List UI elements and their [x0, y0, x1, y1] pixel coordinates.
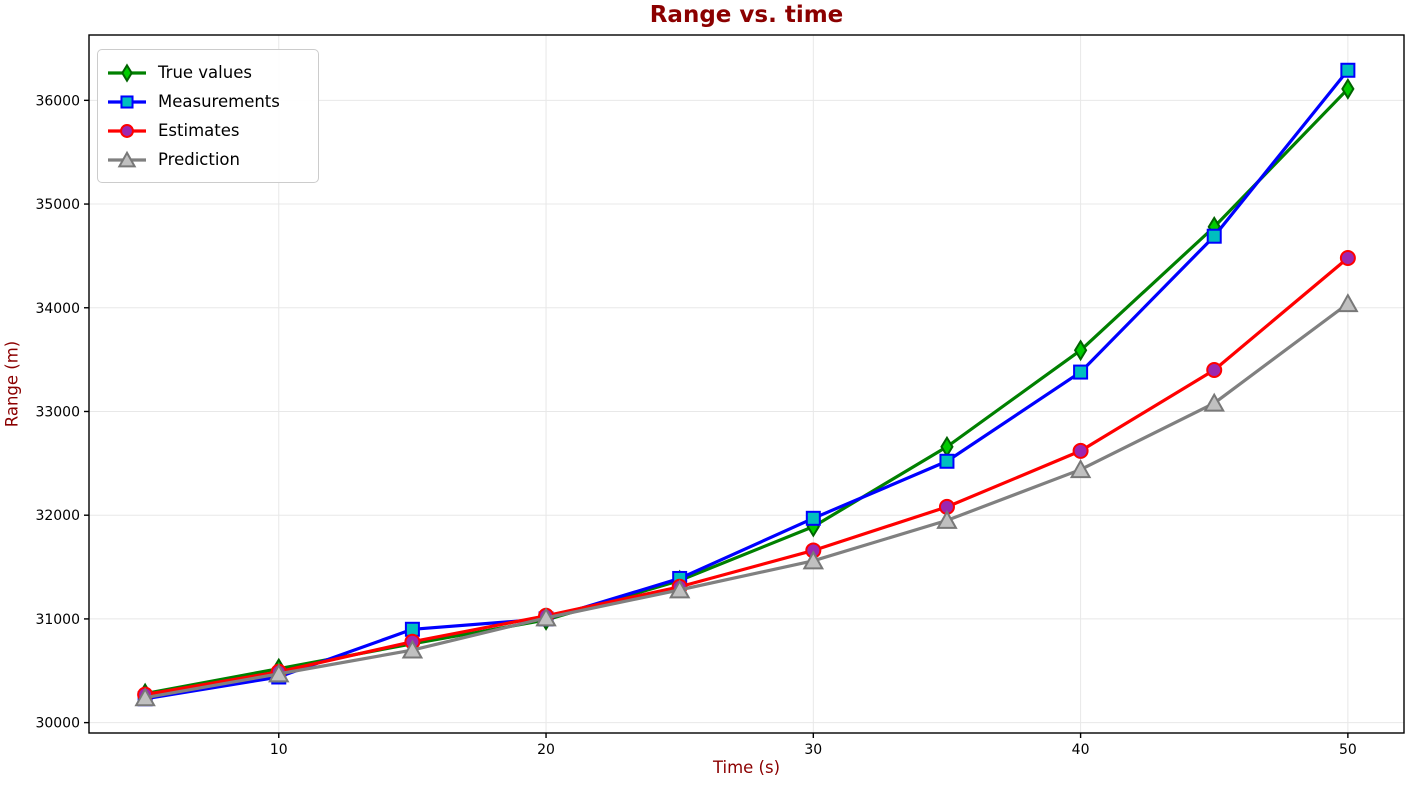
y-tick-label: 32000	[35, 508, 80, 524]
marker-circle	[1206, 361, 1223, 378]
x-tick-label: 40	[1072, 742, 1090, 758]
x-tick-label: 20	[537, 742, 555, 758]
marker-triangle	[668, 579, 691, 599]
marker-square	[1073, 364, 1089, 380]
axes-spines	[88, 34, 1405, 734]
legend-label: Prediction	[158, 150, 240, 169]
marker-square	[1340, 62, 1356, 78]
y-tick-label: 30000	[35, 716, 80, 732]
marker-triangle	[268, 663, 290, 683]
legend-sample-square-icon	[108, 94, 146, 109]
x-tick-label: 30	[804, 742, 822, 758]
marker-circle	[1072, 442, 1089, 459]
legend-label: True values	[158, 63, 252, 82]
marker-triangle	[1069, 459, 1092, 479]
legend-sample-triangle-icon	[108, 150, 146, 167]
y-tick-label: 33000	[35, 404, 80, 420]
marker-triangle	[134, 687, 156, 707]
chart-title: Range vs. time	[649, 2, 844, 28]
marker-triangle	[936, 509, 958, 529]
y-tick-label: 34000	[35, 301, 80, 317]
marker-square	[1206, 228, 1222, 244]
y-tick-label: 35000	[35, 197, 80, 213]
legend-item-measurements: Measurements	[106, 87, 308, 116]
legend-item-prediction: Prediction	[106, 145, 308, 174]
series-line	[143, 87, 1350, 696]
marker-triangle	[1203, 392, 1225, 412]
marker-triangle	[401, 639, 424, 659]
legend-sample-circle-icon	[108, 123, 146, 138]
marker-circle	[1339, 249, 1356, 266]
series-line	[143, 68, 1350, 701]
marker-square	[805, 510, 821, 526]
legend-label: Measurements	[158, 92, 280, 111]
legend: True values Measurements Estimates Predicti…	[97, 49, 319, 183]
marker-diamond	[1341, 78, 1355, 100]
legend-item-true-values: True values	[106, 58, 308, 87]
x-tick-label: 10	[270, 742, 288, 758]
marker-square	[939, 453, 955, 469]
y-tick-label: 31000	[35, 612, 80, 628]
series-line	[143, 302, 1350, 700]
y-tick-label: 36000	[35, 93, 80, 109]
series-line	[143, 256, 1350, 697]
marker-triangle	[535, 607, 557, 627]
marker-triangle	[1337, 293, 1359, 313]
legend-sample-diamond-icon	[108, 62, 146, 83]
y-axis-label: Range (m)	[2, 340, 22, 428]
marker-diamond	[940, 435, 954, 458]
x-axis-label: Time (s)	[712, 758, 781, 777]
x-tick-label: 50	[1339, 742, 1357, 758]
legend-label: Estimates	[158, 121, 240, 140]
legend-item-estimates: Estimates	[106, 116, 308, 145]
marker-triangle	[802, 550, 825, 570]
marker-diamond	[1073, 339, 1088, 362]
